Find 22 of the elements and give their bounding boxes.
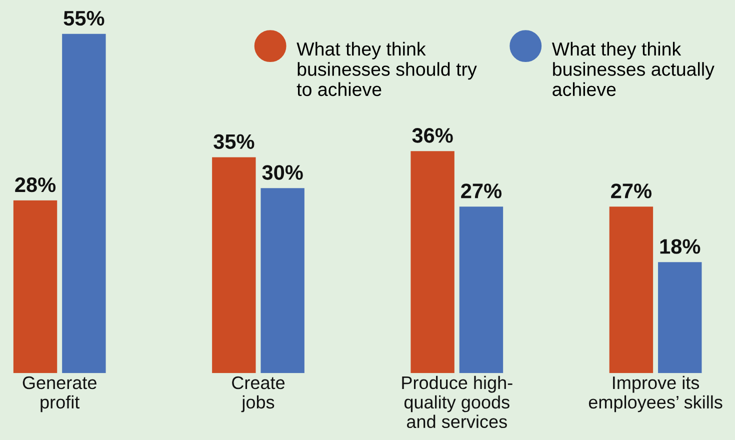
data-label: 35%: [214, 134, 254, 150]
x-tick-label: Improve its employees’ skills: [588, 376, 722, 412]
x-tick-label: Create jobs: [232, 376, 285, 412]
bar: [212, 157, 256, 374]
legend-label: What they think businesses actually achieve: [552, 42, 714, 96]
bar: [410, 151, 454, 374]
bar: [13, 200, 58, 374]
bar: [658, 262, 702, 374]
bar: [62, 34, 106, 374]
data-label: 27%: [611, 184, 652, 198]
data-label: 30%: [262, 165, 303, 180]
data-label: 27%: [461, 184, 502, 198]
bar: [260, 188, 304, 374]
x-tick-label: Generate profit: [22, 376, 96, 412]
data-label: 18%: [660, 239, 700, 254]
bar: [609, 206, 654, 374]
data-label: 28%: [15, 177, 56, 192]
data-label: 55%: [64, 10, 104, 26]
bar: [459, 206, 504, 374]
x-tick-label: Produce high- quality goods and services: [402, 376, 512, 428]
legend-label: What they think businesses should try to achieve: [296, 42, 477, 96]
data-label: 36%: [412, 128, 453, 143]
